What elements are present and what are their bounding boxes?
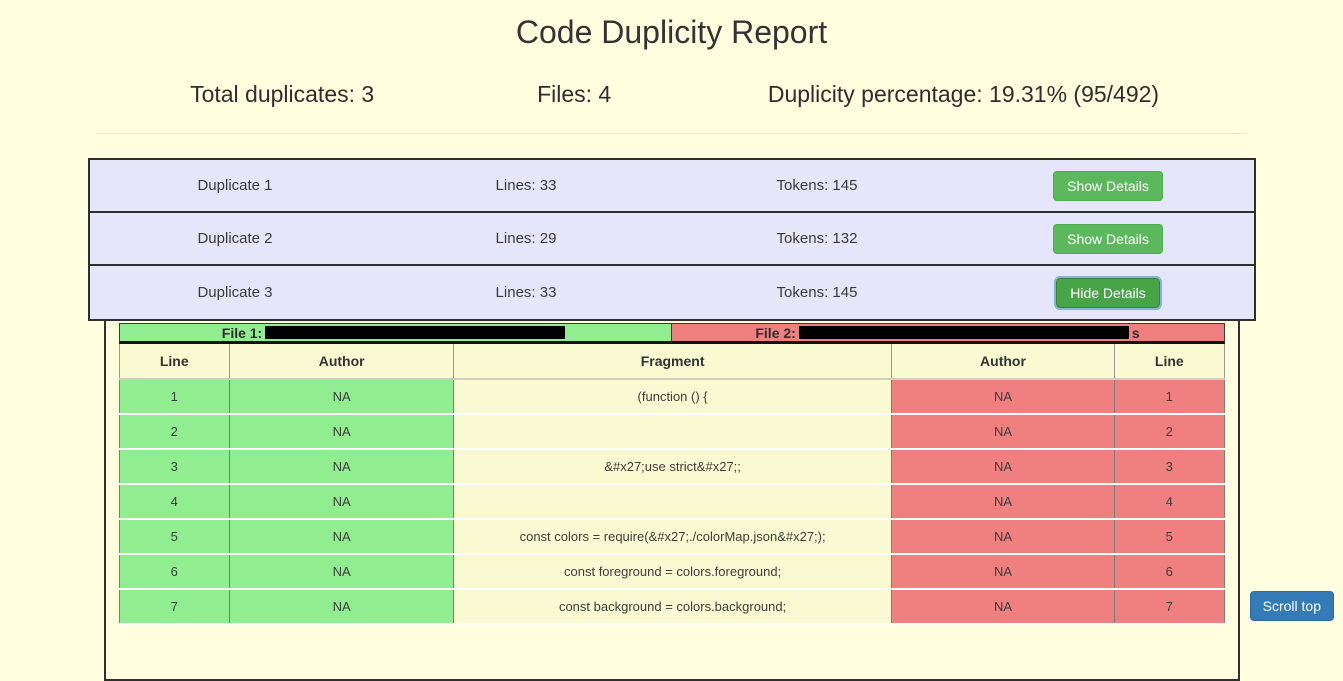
- show-details-button[interactable]: Show Details: [1053, 224, 1163, 254]
- file-header-row: File 1: File 2: s: [119, 323, 1225, 344]
- line-right-cell: 2: [1115, 414, 1224, 449]
- file2-header: File 2: s: [672, 323, 1225, 344]
- line-right-cell: 4: [1115, 484, 1224, 519]
- hide-details-button[interactable]: Hide Details: [1056, 278, 1159, 308]
- table-row: 5 NA const colors = require(&#x27;./colo…: [119, 519, 1224, 554]
- author-left-cell: NA: [230, 414, 454, 449]
- line-right-cell: 6: [1115, 554, 1224, 589]
- file1-label: File 1:: [222, 325, 262, 341]
- stat-duplicity-percentage: Duplicity percentage: 19.31% (95/492): [671, 81, 1255, 108]
- duplicate-actions: Show Details: [963, 171, 1254, 201]
- author-right-cell: NA: [891, 414, 1114, 449]
- line-right-cell: 3: [1115, 449, 1224, 484]
- file2-label: File 2:: [755, 325, 795, 341]
- author-left-cell: NA: [230, 484, 454, 519]
- author-right-cell: NA: [891, 589, 1114, 624]
- table-row: 7 NA const background = colors.backgroun…: [119, 589, 1224, 624]
- line-left-cell: 3: [119, 449, 230, 484]
- column-header-author-left: Author: [230, 344, 454, 379]
- duplicate-tokens: Tokens: 145: [672, 284, 963, 301]
- author-right-cell: NA: [891, 484, 1114, 519]
- stat-total-duplicates: Total duplicates: 3: [88, 81, 477, 108]
- line-right-cell: 5: [1115, 519, 1224, 554]
- line-left-cell: 7: [119, 589, 230, 624]
- author-left-cell: NA: [230, 379, 454, 414]
- file1-path-redaction-bar: [265, 326, 565, 339]
- line-right-cell: 1: [1115, 379, 1224, 414]
- duplicates-list: Duplicate 1 Lines: 33 Tokens: 145 Show D…: [88, 158, 1256, 321]
- duplicate-label: Duplicate 3: [90, 284, 381, 301]
- table-row: 4 NA NA 4: [119, 484, 1224, 519]
- fragment-cell: const background = colors.background;: [454, 589, 892, 624]
- file2-path-suffix: s: [1132, 325, 1140, 341]
- table-row: 1 NA (function () { NA 1: [119, 379, 1224, 414]
- duplicate-lines: Lines: 33: [381, 177, 672, 194]
- duplicate-lines: Lines: 33: [381, 284, 672, 301]
- table-row: 3 NA &#x27;use strict&#x27;; NA 3: [119, 449, 1224, 484]
- table-row: 6 NA const foreground = colors.foregroun…: [119, 554, 1224, 589]
- duplicate-actions: Hide Details: [963, 278, 1254, 308]
- fragment-cell: [454, 484, 892, 519]
- line-left-cell: 6: [119, 554, 230, 589]
- fragment-cell: (function () {: [454, 379, 892, 414]
- stats-divider: [96, 133, 1247, 134]
- author-left-cell: NA: [230, 554, 454, 589]
- author-left-cell: NA: [230, 449, 454, 484]
- table-row: 2 NA NA 2: [119, 414, 1224, 449]
- line-left-cell: 1: [119, 379, 230, 414]
- duplicate-lines: Lines: 29: [381, 230, 672, 247]
- line-right-cell: 7: [1115, 589, 1224, 624]
- column-header-line-right: Line: [1115, 344, 1224, 379]
- fragment-cell: const colors = require(&#x27;./colorMap.…: [454, 519, 892, 554]
- author-right-cell: NA: [891, 519, 1114, 554]
- author-right-cell: NA: [891, 379, 1114, 414]
- author-left-cell: NA: [230, 589, 454, 624]
- stats-row: Total duplicates: 3 Files: 4 Duplicity p…: [88, 81, 1256, 108]
- file1-header: File 1:: [119, 323, 672, 344]
- fragment-comparison-table: Line Author Fragment Author Line 1 NA (f…: [119, 344, 1225, 625]
- column-header-author-right: Author: [891, 344, 1114, 379]
- column-header-line-left: Line: [119, 344, 230, 379]
- fragment-cell: &#x27;use strict&#x27;;: [454, 449, 892, 484]
- fragment-table-body: 1 NA (function () { NA 1 2 NA NA 2 3 NA …: [119, 379, 1224, 624]
- author-left-cell: NA: [230, 519, 454, 554]
- column-header-row: Line Author Fragment Author Line: [119, 344, 1224, 379]
- stat-files: Files: 4: [477, 81, 672, 108]
- duplicate-tokens: Tokens: 132: [672, 230, 963, 247]
- author-right-cell: NA: [891, 449, 1114, 484]
- scroll-top-button[interactable]: Scroll top: [1250, 591, 1334, 621]
- show-details-button[interactable]: Show Details: [1053, 171, 1163, 201]
- duplicate-actions: Show Details: [963, 224, 1254, 254]
- duplicate-row: Duplicate 2 Lines: 29 Tokens: 132 Show D…: [90, 213, 1254, 266]
- duplicate-label: Duplicate 2: [90, 230, 381, 247]
- file2-path-redaction-bar: [799, 326, 1129, 339]
- duplicate-row: Duplicate 1 Lines: 33 Tokens: 145 Show D…: [90, 160, 1254, 213]
- duplicate-label: Duplicate 1: [90, 177, 381, 194]
- line-left-cell: 2: [119, 414, 230, 449]
- line-left-cell: 5: [119, 519, 230, 554]
- fragment-cell: const foreground = colors.foreground;: [454, 554, 892, 589]
- duplicate-tokens: Tokens: 145: [672, 177, 963, 194]
- page-title: Code Duplicity Report: [0, 0, 1343, 51]
- duplicate-details-panel: File 1: File 2: s Line Author Fragment A…: [104, 321, 1240, 681]
- duplicate-row: Duplicate 3 Lines: 33 Tokens: 145 Hide D…: [90, 266, 1254, 319]
- column-header-fragment: Fragment: [454, 344, 892, 379]
- line-left-cell: 4: [119, 484, 230, 519]
- fragment-cell: [454, 414, 892, 449]
- author-right-cell: NA: [891, 554, 1114, 589]
